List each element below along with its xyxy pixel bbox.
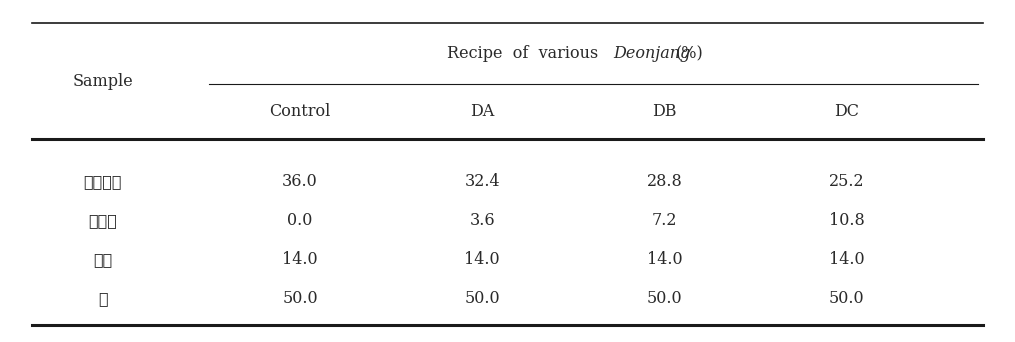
Text: (%): (%) [676,45,703,63]
Text: Control: Control [269,103,331,120]
Text: 고추씨: 고추씨 [88,213,117,228]
Text: DC: DC [834,103,859,120]
Text: 0.0: 0.0 [287,212,313,229]
Text: 28.8: 28.8 [647,173,682,190]
Text: 소금: 소금 [93,252,113,267]
Text: 10.8: 10.8 [828,212,865,229]
Text: 50.0: 50.0 [465,290,500,307]
Text: 36.0: 36.0 [282,173,318,190]
Text: 50.0: 50.0 [282,290,318,307]
Text: 25.2: 25.2 [829,173,865,190]
Text: 50.0: 50.0 [647,290,682,307]
Text: 50.0: 50.0 [829,290,865,307]
Text: DA: DA [470,103,494,120]
Text: 3.6: 3.6 [469,212,495,229]
Text: Sample: Sample [72,73,133,90]
Text: Deonjang: Deonjang [613,45,690,63]
Text: 14.0: 14.0 [465,251,500,268]
Text: 물: 물 [97,291,108,306]
Text: 32.4: 32.4 [465,173,500,190]
Text: 7.2: 7.2 [652,212,677,229]
Text: 14.0: 14.0 [647,251,682,268]
Text: 14.0: 14.0 [282,251,318,268]
Text: 메주가루: 메주가루 [83,174,122,189]
Text: DB: DB [653,103,677,120]
Text: 14.0: 14.0 [829,251,865,268]
Text: Recipe  of  various: Recipe of various [447,45,608,63]
